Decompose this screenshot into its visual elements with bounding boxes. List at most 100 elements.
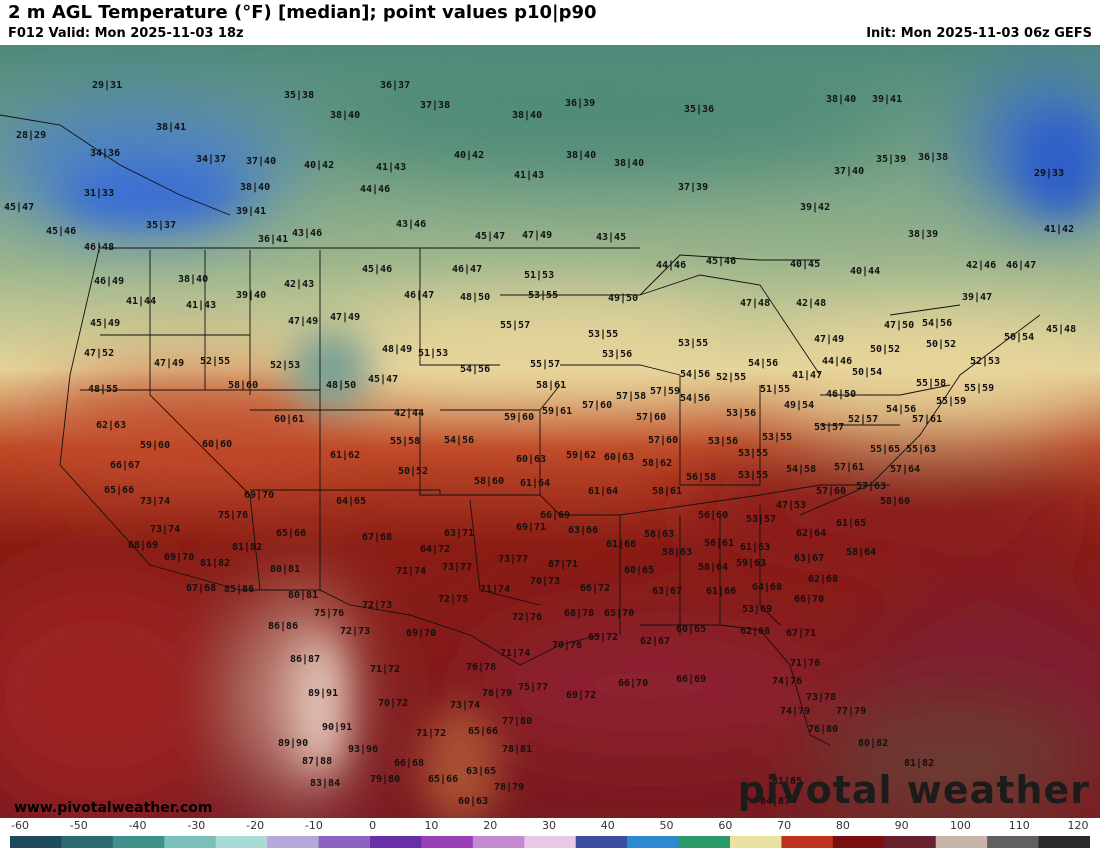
point-value: 54|56: [680, 369, 711, 380]
point-value: 47|53: [776, 500, 807, 511]
point-value: 55|57: [500, 320, 531, 331]
point-value: 78|79: [494, 782, 525, 793]
point-value: 58|61: [652, 486, 683, 497]
point-value: 77|79: [836, 706, 867, 717]
point-value: 50|52: [398, 466, 429, 477]
point-value: 60|63: [458, 796, 489, 807]
point-value: 58|64: [846, 547, 877, 558]
point-value: 44|46: [822, 356, 853, 367]
point-value: 70|76: [552, 640, 583, 651]
point-value: 62|68: [740, 626, 771, 637]
point-value: 39|41: [236, 206, 267, 217]
point-value: 53|55: [738, 470, 769, 481]
point-value: 81|82: [904, 758, 935, 769]
colorbar-tick-label: 10: [424, 819, 439, 832]
map-title: 2 m AGL Temperature (°F) [median]; point…: [8, 2, 597, 23]
colorbar-tick-label: 20: [483, 819, 498, 832]
point-value: 62|64: [796, 528, 827, 539]
point-value: 53|55: [678, 338, 709, 349]
point-value: 35|37: [146, 220, 177, 231]
point-value: 71|74: [500, 648, 531, 659]
point-value: 41|44: [126, 296, 157, 307]
colorbar-tick-label: 100: [949, 819, 971, 832]
point-value: 44|46: [656, 260, 687, 271]
website-url[interactable]: www.pivotalweather.com: [14, 800, 213, 816]
point-value: 57|61: [912, 414, 943, 425]
valid-time: F012 Valid: Mon 2025-11-03 18z: [8, 26, 244, 41]
point-value: 57|60: [582, 400, 613, 411]
point-value: 42|43: [284, 279, 315, 290]
point-value: 47|49: [522, 230, 553, 241]
point-value: 38|40: [178, 274, 209, 285]
point-value: 58|60: [228, 380, 259, 391]
point-value: 52|55: [716, 372, 747, 383]
point-value: 53|56: [708, 436, 739, 447]
point-value: 45|48: [1046, 324, 1077, 335]
point-value: 87|71: [548, 559, 579, 570]
point-value: 66|70: [794, 594, 825, 605]
point-value: 46|47: [404, 290, 435, 301]
point-value: 44|46: [360, 184, 391, 195]
brand-logo: pivotal weather: [737, 768, 1090, 812]
point-value: 57|59: [650, 386, 681, 397]
point-value: 38|40: [566, 150, 597, 161]
point-value: 67|68: [186, 583, 217, 594]
point-value: 65|72: [588, 632, 619, 643]
point-value: 57|58: [616, 391, 647, 402]
colorbar-swatch: [935, 836, 988, 848]
point-value: 45|47: [4, 202, 35, 213]
point-value: 67|71: [786, 628, 817, 639]
init-time: Init: Mon 2025-11-03 06z GEFS: [866, 26, 1092, 41]
point-value: 47|49: [330, 312, 361, 323]
point-value: 45|47: [475, 231, 506, 242]
point-value: 50|52: [926, 339, 957, 350]
point-value: 83|84: [310, 778, 341, 789]
point-value: 47|49: [814, 334, 845, 345]
point-value: 46|47: [452, 264, 483, 275]
header: 2 m AGL Temperature (°F) [median]; point…: [0, 0, 1100, 45]
point-value: 73|74: [140, 496, 171, 507]
point-value: 73|74: [450, 700, 481, 711]
point-value: 62|68: [808, 574, 839, 585]
point-value: 38|39: [908, 229, 939, 240]
point-value: 58|62: [642, 458, 673, 469]
colorbar-swatch: [215, 836, 268, 848]
point-value: 61|64: [520, 478, 551, 489]
colorbar-swatch: [627, 836, 680, 848]
point-value: 46|50: [826, 389, 857, 400]
point-value: 87|88: [302, 756, 333, 767]
point-value: 39|41: [872, 94, 903, 105]
point-value: 48|55: [88, 384, 119, 395]
point-value: 41|47: [792, 370, 823, 381]
point-value: 61|63: [740, 542, 771, 553]
point-value: 58|60: [880, 496, 911, 507]
colorbar-swatch: [164, 836, 217, 848]
point-value: 66|70: [618, 678, 649, 689]
point-value: 75|76: [218, 510, 249, 521]
colorbar-tick-label: -20: [246, 819, 265, 832]
point-value: 53|56: [602, 349, 633, 360]
colorbar-tick-label: 110: [1008, 819, 1030, 832]
colorbar-tick-label: 120: [1067, 819, 1089, 832]
point-value: 59|62: [566, 450, 597, 461]
point-value: 49|50: [608, 293, 639, 304]
point-value: 57|63: [856, 481, 887, 492]
point-value: 55|58: [916, 378, 947, 389]
point-value: 47|52: [84, 348, 115, 359]
temperature-map[interactable]: 29|31 28|29 35|38 36|37 37|38 38|40 38|40 36|39…: [0, 45, 1100, 818]
point-value: 72|75: [438, 594, 469, 605]
point-value: 61|66: [706, 586, 737, 597]
point-value: 85|86: [224, 584, 255, 595]
point-value: 53|56: [726, 408, 757, 419]
point-value: 65|66: [104, 485, 135, 496]
point-value: 54|56: [460, 364, 491, 375]
colorbar-tick-label: -10: [304, 819, 323, 832]
point-value: 43|46: [292, 228, 323, 239]
point-value: 81|82: [232, 542, 263, 553]
point-value: 49|54: [784, 400, 815, 411]
colorbar-tick-label: -30: [187, 819, 206, 832]
point-value: 63|71: [444, 528, 475, 539]
point-value: 63|67: [652, 586, 683, 597]
point-value: 66|69: [676, 674, 707, 685]
point-value: 43|46: [396, 219, 427, 230]
